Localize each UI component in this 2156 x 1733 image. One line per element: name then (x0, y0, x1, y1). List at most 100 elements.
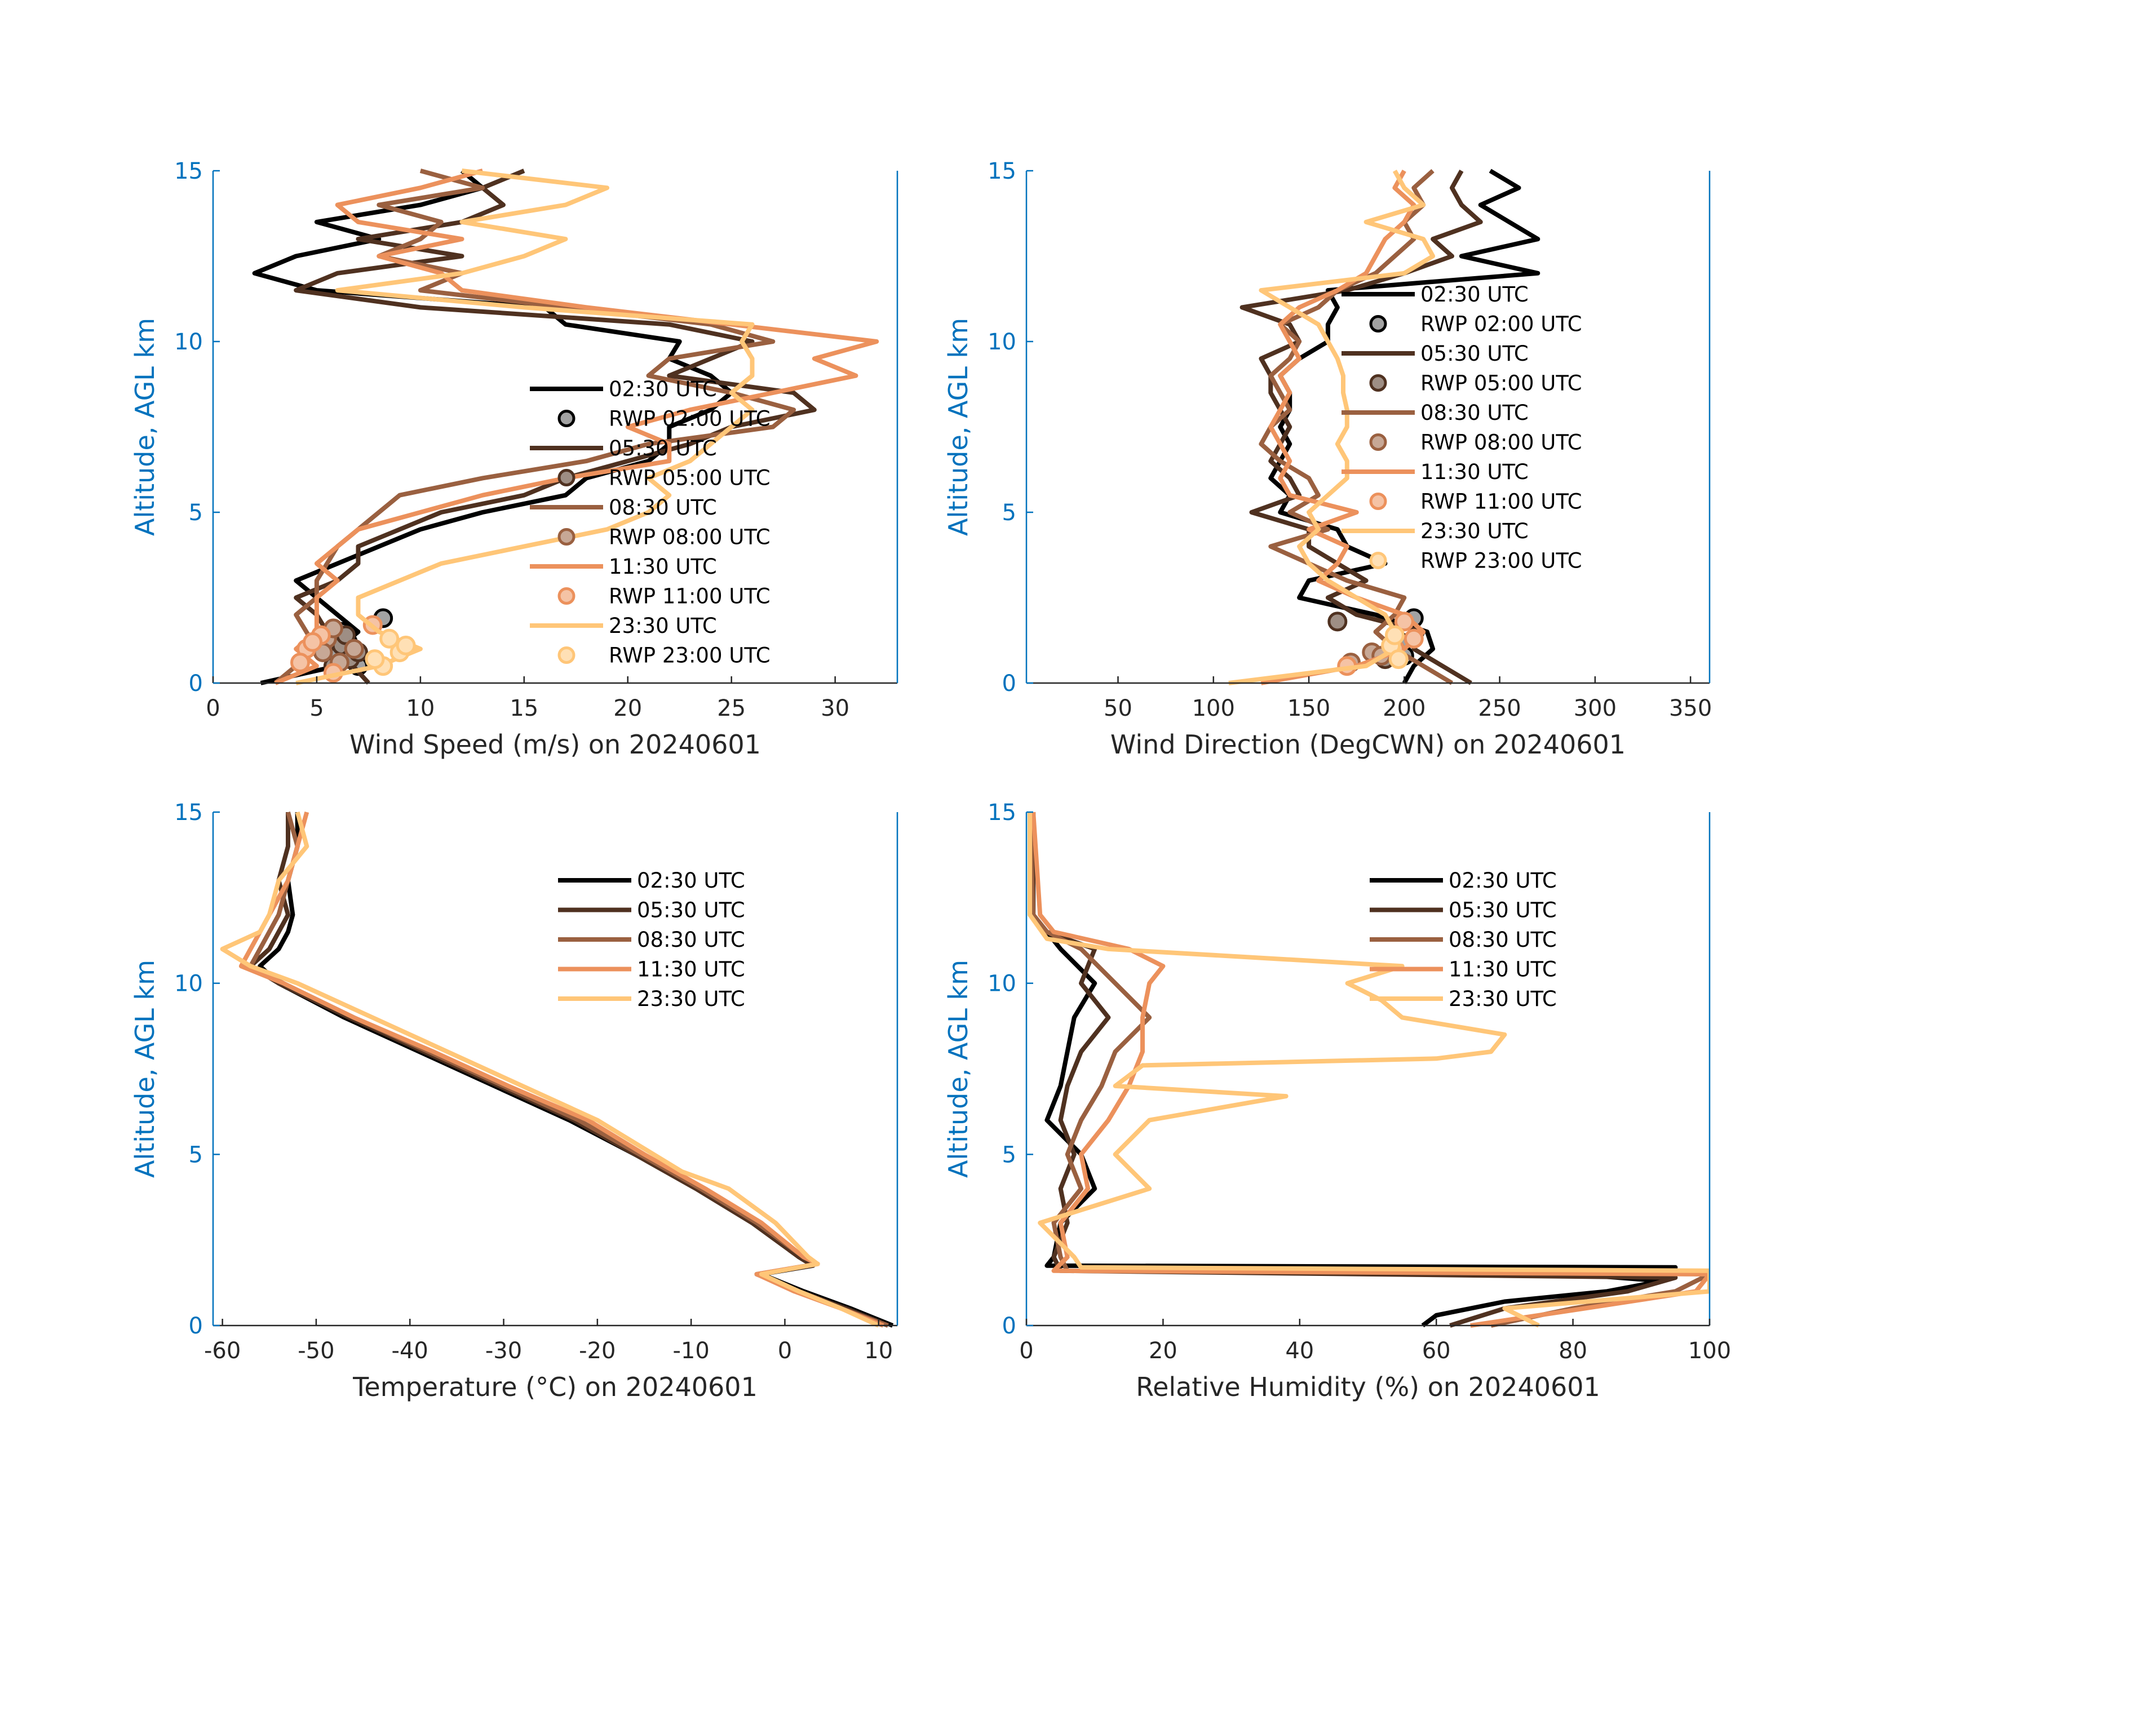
legend-marker (557, 528, 575, 546)
legend-label: 23:30 UTC (1449, 987, 1557, 1011)
y-tick-label: 0 (189, 1313, 203, 1339)
y-tick-label: 5 (189, 500, 203, 526)
rwp-marker (1394, 611, 1414, 632)
legend-label: 23:30 UTC (637, 987, 745, 1011)
x-tick-label: 15 (510, 695, 538, 721)
plot-area (1228, 169, 1540, 685)
series-line (1259, 169, 1454, 685)
series-line (274, 169, 879, 685)
legend-label: RWP 08:00 UTC (609, 525, 771, 549)
series-line (1028, 812, 1710, 1328)
x-tick-label: 0 (206, 695, 220, 721)
legend-label: RWP 02:00 UTC (1420, 312, 1582, 336)
rwp-marker (1384, 625, 1405, 645)
y-tick-label: 0 (1002, 671, 1016, 697)
legend-label: RWP 05:00 UTC (1420, 371, 1582, 396)
x-axis-label: Wind Direction (DegCWN) on 20240601 (1110, 729, 1626, 760)
x-tick-label: 40 (1285, 1338, 1314, 1364)
series-line (1228, 170, 1436, 685)
x-axis-label: Wind Speed (m/s) on 20240601 (349, 729, 761, 760)
x-tick-label: 5 (309, 695, 324, 721)
legend-label: 02:30 UTC (609, 377, 717, 401)
x-tick-label: 20 (613, 695, 642, 721)
legend-marker (557, 587, 575, 605)
rwp-marker (1404, 628, 1424, 649)
legend-label: 11:30 UTC (609, 555, 717, 579)
rwp-marker (344, 639, 364, 659)
legend-marker (1369, 493, 1387, 510)
legend: 02:30 UTC 05:30 UTC 08:30 UTC 11:30 UTC 23:3… (1370, 868, 1557, 1011)
y-tick-label: 15 (174, 158, 203, 184)
x-tick-label: -60 (204, 1338, 241, 1364)
y-tick-label: 15 (988, 800, 1016, 826)
legend-label: RWP 08:00 UTC (1420, 431, 1582, 455)
legend-label: 08:30 UTC (1420, 401, 1529, 425)
x-tick-label: 100 (1688, 1338, 1731, 1364)
x-tick-label: 200 (1383, 695, 1425, 721)
panel-1: 0 5 10 15 20 25 30 0 5 10 15 Wind Speed (m/s) on 20… (130, 158, 898, 760)
y-tick-label: 0 (189, 671, 203, 697)
x-tick-label: 20 (1149, 1338, 1177, 1364)
series-line (1268, 169, 1540, 684)
legend-marker (557, 646, 575, 664)
legend: 02:30 UTC RWP 02:00 UTC 05:30 UTC RWP 05:00… (530, 377, 771, 668)
x-tick-label: 10 (864, 1338, 893, 1364)
x-tick-label: 300 (1574, 695, 1617, 721)
legend-label: 05:30 UTC (1420, 342, 1529, 366)
legend: 02:30 UTC RWP 02:00 UTC 05:30 UTC RWP 05:00… (1342, 282, 1582, 573)
legend-label: 05:30 UTC (637, 898, 745, 923)
legend-label: RWP 11:00 UTC (609, 584, 771, 609)
rwp-marker (1388, 649, 1409, 670)
rwp-marker (290, 653, 311, 673)
x-tick-label: -30 (485, 1338, 522, 1364)
legend-label: 08:30 UTC (637, 928, 745, 952)
x-tick-label: -20 (579, 1338, 616, 1364)
legend-label: 11:30 UTC (637, 958, 745, 982)
x-tick-label: 30 (821, 695, 849, 721)
rwp-marker (365, 649, 385, 670)
x-tick-label: -10 (672, 1338, 709, 1364)
legend-label: RWP 02:00 UTC (609, 407, 771, 431)
legend-label: 08:30 UTC (1449, 928, 1557, 952)
panel-4: 0 20 40 60 80 100 0 5 10 15 Relative Humidity (%) … (943, 800, 1731, 1402)
legend-label: RWP 05:00 UTC (609, 466, 771, 490)
series-line (220, 811, 880, 1328)
y-axis-label: Altitude, AGL km (130, 318, 160, 536)
y-tick-label: 10 (988, 971, 1016, 997)
rwp-marker (303, 632, 323, 652)
x-tick-label: 60 (1422, 1338, 1451, 1364)
y-tick-label: 10 (174, 329, 203, 355)
series-line (1031, 812, 1678, 1328)
y-tick-label: 0 (1002, 1313, 1016, 1339)
legend-marker (1369, 374, 1387, 392)
plot-area (252, 169, 879, 685)
y-axis-label: Altitude, AGL km (943, 318, 973, 536)
y-tick-label: 15 (988, 158, 1016, 184)
x-axis-label: Relative Humidity (%) on 20240601 (1136, 1372, 1600, 1402)
x-axis-label: Temperature (°C) on 20240601 (352, 1372, 758, 1402)
x-tick-label: 350 (1669, 695, 1712, 721)
panel-3: -60 -50 -40 -30 -20 -10 0 10 0 5 10 15 Temperature (… (130, 800, 898, 1402)
legend-label: 02:30 UTC (1449, 868, 1557, 893)
legend-label: RWP 23:00 UTC (1420, 549, 1582, 573)
legend-label: 02:30 UTC (637, 868, 745, 893)
y-axis-label: Altitude, AGL km (943, 960, 973, 1178)
plot-area (220, 811, 894, 1328)
legend-label: 23:30 UTC (609, 614, 717, 638)
x-tick-label: 0 (778, 1338, 792, 1364)
legend-label: RWP 23:00 UTC (609, 644, 771, 668)
legend: 02:30 UTC 05:30 UTC 08:30 UTC 11:30 UTC 23:3… (558, 868, 745, 1011)
legend-marker (1369, 433, 1387, 451)
y-tick-label: 5 (1002, 1142, 1016, 1168)
legend-label: 11:30 UTC (1420, 460, 1529, 484)
legend-marker (557, 469, 575, 486)
x-tick-label: -50 (298, 1338, 334, 1364)
legend-label: 02:30 UTC (1420, 282, 1529, 307)
y-tick-label: 5 (1002, 500, 1016, 526)
legend-marker (1369, 552, 1387, 569)
x-tick-label: 50 (1104, 695, 1132, 721)
legend-label: RWP 11:00 UTC (1420, 490, 1582, 514)
y-tick-label: 15 (174, 800, 203, 826)
x-tick-label: -40 (392, 1338, 428, 1364)
